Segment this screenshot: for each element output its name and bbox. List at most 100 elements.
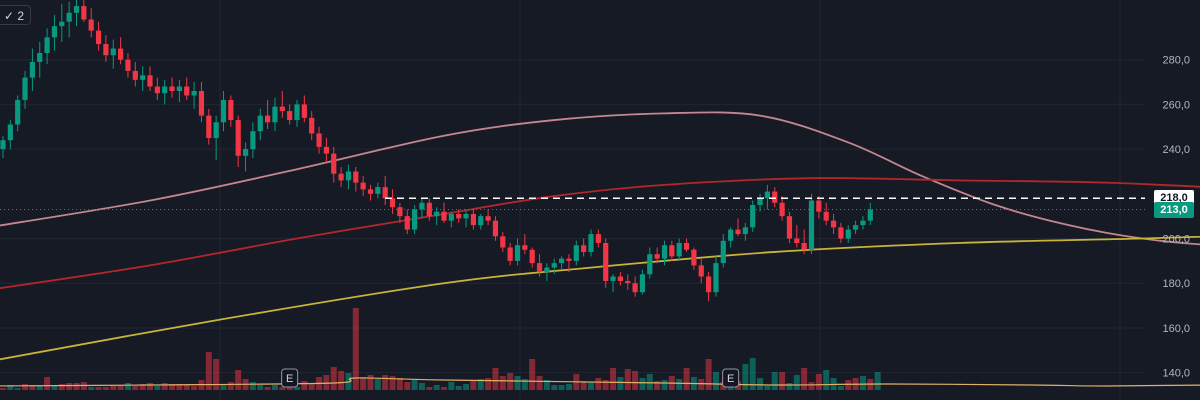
candle [44, 28, 50, 65]
volume-bar [815, 374, 822, 390]
y-tick-label: 240,0 [1162, 144, 1190, 156]
candle [522, 234, 528, 255]
volume-bar [565, 384, 572, 390]
volume-bar [874, 372, 881, 390]
volume-bar [543, 380, 550, 390]
volume-bar [374, 379, 381, 390]
volume-bar [301, 381, 308, 390]
candle [338, 167, 344, 188]
volume-bar [742, 364, 749, 390]
candle [617, 272, 623, 286]
candle [625, 274, 631, 290]
candle [470, 209, 476, 230]
volume-bar [712, 372, 719, 390]
candle [140, 66, 146, 91]
candle [66, 1, 72, 38]
candle [147, 66, 153, 91]
volume-bar [595, 378, 602, 390]
candle [367, 184, 374, 201]
volume-bar [639, 378, 646, 390]
indicator-badge[interactable]: ✓ 2 [0, 5, 32, 25]
candle [434, 207, 440, 226]
candle [154, 77, 160, 100]
volume-bar [66, 383, 73, 390]
volume-bar [698, 379, 705, 390]
volume-bar [705, 359, 712, 390]
indicator-count: 2 [17, 9, 25, 23]
candle [213, 115, 219, 161]
volume-bar [279, 387, 286, 390]
candle [375, 182, 381, 199]
candle [720, 234, 726, 268]
last-price-label: 213,0 [1154, 202, 1194, 219]
volume-bar [191, 386, 198, 390]
candle [51, 15, 58, 51]
candle [853, 220, 859, 235]
candle [786, 211, 793, 243]
volume-bar [51, 386, 58, 390]
volume-bar [264, 387, 271, 390]
candle [118, 37, 124, 65]
candle [132, 61, 138, 87]
candle [169, 77, 175, 98]
candle [647, 247, 653, 279]
volume-bar [73, 383, 80, 390]
volume-bar [801, 368, 808, 390]
volume-bar [367, 375, 374, 390]
volume-bar [110, 386, 117, 390]
volume-bar [779, 372, 786, 390]
volume-bar [426, 387, 433, 390]
volume-bar [352, 308, 359, 390]
earnings-marker-1[interactable]: E [722, 368, 740, 388]
candle [816, 196, 822, 219]
candle [184, 77, 190, 100]
candle [728, 227, 734, 248]
volume-bar [676, 379, 683, 390]
volume-bar [455, 386, 462, 390]
price-axis[interactable]: 280,0 260,0 240,0 200,0 180,0 160,0 140,0 [1162, 55, 1190, 380]
volume-bar [227, 382, 234, 390]
candle [235, 115, 241, 167]
candle [559, 256, 565, 270]
candle [610, 274, 616, 293]
candle [316, 126, 322, 154]
candle [676, 238, 682, 261]
volume-bar [786, 383, 793, 390]
volume-bar [411, 380, 418, 390]
volume-bar [169, 384, 176, 390]
candlesticks [0, 0, 873, 302]
earnings-marker-label: E [286, 373, 293, 385]
candle [95, 21, 102, 51]
y-tick-label: 160,0 [1162, 323, 1190, 335]
candle [772, 187, 778, 208]
candle [88, 8, 94, 38]
volume-bar [632, 371, 639, 390]
candle [779, 196, 785, 221]
volume-bar [492, 368, 499, 390]
candle [110, 39, 116, 69]
volume-bar [308, 383, 315, 390]
candle [691, 247, 697, 270]
candle [323, 137, 329, 163]
volume-bar [14, 388, 21, 390]
candle [294, 99, 300, 127]
volume-bar [36, 386, 43, 390]
moving-average-pink [0, 111, 1200, 246]
volume-bar [441, 387, 447, 390]
volume-bar [551, 385, 558, 390]
candle [309, 111, 315, 141]
candle [279, 91, 285, 118]
candle [683, 238, 690, 252]
volume-bar [58, 384, 65, 390]
candle [573, 240, 579, 266]
volume-bar [757, 378, 764, 390]
volume-bar [404, 382, 411, 390]
grid-lines [0, 0, 1145, 400]
candle [661, 240, 668, 266]
volume-bar [235, 370, 242, 390]
candle [595, 229, 601, 248]
candle [353, 167, 359, 192]
candle [544, 263, 550, 281]
earnings-marker-0[interactable]: E [281, 368, 299, 388]
